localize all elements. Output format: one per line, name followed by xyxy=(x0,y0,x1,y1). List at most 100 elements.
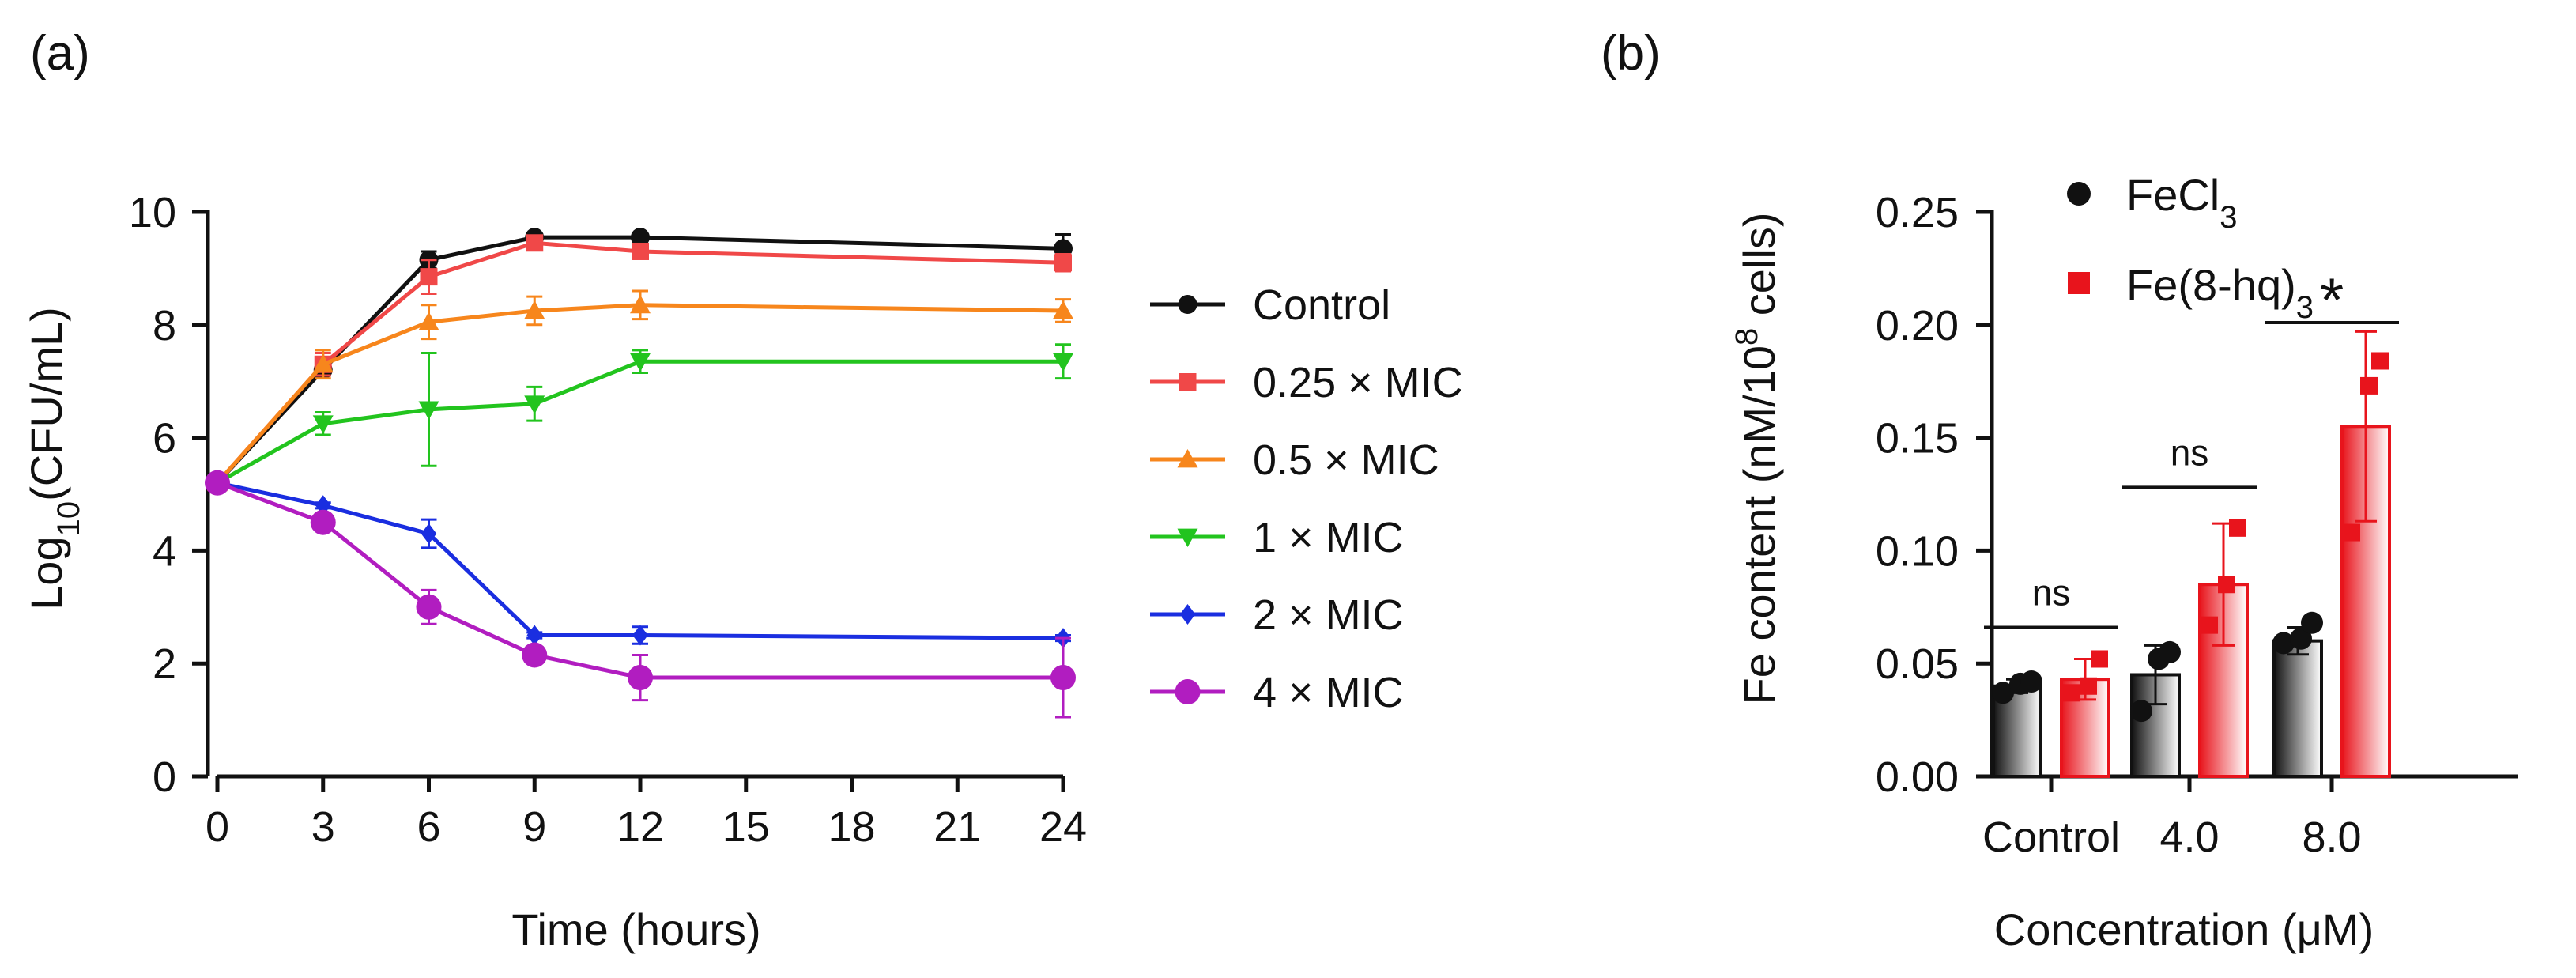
data-point-0-25-mic-12 xyxy=(632,242,649,260)
data-point-fe-8-hq-3-control-0 xyxy=(2062,684,2080,702)
data-point-2-mic-9 xyxy=(526,625,542,646)
legend-marker-control xyxy=(1178,295,1197,314)
legend-label-control: Control xyxy=(1253,281,1390,329)
bar-fecl3-4-0 xyxy=(2130,673,2181,778)
panel-b-bars: ns ns * xyxy=(1984,265,2399,779)
y-tick-label-0: 0 xyxy=(153,753,176,801)
x-tick-label-3: 3 xyxy=(311,803,335,851)
legend-marker-0-5-mic xyxy=(1177,449,1198,468)
legend-marker-4-mic xyxy=(1175,679,1201,704)
x-tick-label-12: 12 xyxy=(617,803,664,851)
legend-label-2-mic: 2 × MIC xyxy=(1253,591,1404,639)
legend-marker-1-mic xyxy=(1177,528,1198,547)
data-point-4-mic-3 xyxy=(310,509,336,535)
bar-fecl3-8-0 xyxy=(2272,639,2323,779)
series-line-4-mic xyxy=(217,481,1063,680)
data-point-fe-8-hq-3-control-1 xyxy=(2080,677,2097,695)
data-point-1-mic-6 xyxy=(418,401,439,420)
legend-marker-fecl3 xyxy=(2067,182,2091,206)
data-point-2-mic-12 xyxy=(632,625,648,646)
legend-label-0-25-mic: 0.25 × MIC xyxy=(1253,359,1463,406)
y-tick-label-8: 8 xyxy=(153,302,176,349)
y-tick-label-4: 4 xyxy=(153,527,176,575)
data-point-0-5-mic-12 xyxy=(630,294,651,314)
legend-label-fe8hq3: Fe(8-hq)3 xyxy=(2126,260,2314,325)
legend-label-fecl3: FeCl3 xyxy=(2126,170,2237,235)
data-point-fecl3-control-2 xyxy=(2020,670,2042,693)
data-point-fe-8-hq-3-4-0-1 xyxy=(2218,576,2235,594)
legend-label-0-5-mic: 0.5 × MIC xyxy=(1253,436,1439,484)
data-point-1-mic-3 xyxy=(312,415,334,434)
data-point-4-mic-24 xyxy=(1050,665,1076,691)
data-point-fe-8-hq-3-8-0-1 xyxy=(2360,376,2378,395)
y-tick-label-0.15: 0.15 xyxy=(1876,415,1959,463)
legend-marker-fe8hq3 xyxy=(2068,272,2090,294)
y-tick-label-0.20: 0.20 xyxy=(1876,302,1959,349)
legend-marker-0-25-mic xyxy=(1179,373,1197,391)
data-point-fecl3-control-0 xyxy=(1992,682,2014,704)
data-point-4-mic-0 xyxy=(205,470,230,496)
errorbar-fe-8-hq-3-8-0 xyxy=(2355,330,2377,523)
x-tick-label-4-0: 4.0 xyxy=(2159,814,2219,861)
panel-a-y-axis-label: Log10(CFU/mL) xyxy=(21,307,86,610)
y-tick-label-6: 6 xyxy=(153,415,176,463)
series-line-0-5-mic xyxy=(216,303,1064,485)
data-point-0-5-mic-9 xyxy=(524,300,545,319)
data-point-fecl3-4-0-2 xyxy=(2159,640,2181,663)
data-point-fecl3-8-0-1 xyxy=(2290,627,2312,650)
legend-marker-2-mic xyxy=(1179,604,1196,625)
panel-b-x-axis-label: Concentration (μM) xyxy=(1994,904,2374,954)
y-tick-label-0.25: 0.25 xyxy=(1876,189,1959,236)
x-tick-label-9: 9 xyxy=(522,803,546,851)
panel-b-y-axis-label: Fe content (nM/108 cells) xyxy=(1729,213,1784,705)
panel-b-legend: FeCl3 Fe(8-hq)3 xyxy=(2067,170,2314,325)
data-point-fe-8-hq-3-4-0-0 xyxy=(2201,616,2218,634)
y-tick-label-0.05: 0.05 xyxy=(1876,640,1959,688)
data-point-fe-8-hq-3-8-0-2 xyxy=(2371,352,2389,370)
x-tick-label-15: 15 xyxy=(722,803,770,851)
y-tick-label-0.00: 0.00 xyxy=(1876,753,1959,801)
data-point-2-mic-6 xyxy=(421,523,437,544)
legend-label-4-mic: 4 × MIC xyxy=(1253,669,1404,716)
data-point-0-25-mic-6 xyxy=(420,268,438,286)
significance-label-control: ns xyxy=(2032,572,2071,614)
data-point-fecl3-4-0-0 xyxy=(2130,700,2152,723)
x-tick-label-control: Control xyxy=(1982,814,2120,861)
data-point-4-mic-6 xyxy=(416,594,442,620)
data-point-fecl3-8-0-0 xyxy=(2272,632,2295,655)
x-tick-label-24: 24 xyxy=(1039,803,1087,851)
series-line-2-mic xyxy=(217,481,1064,640)
data-point-4-mic-9 xyxy=(522,642,548,668)
data-point-4-mic-12 xyxy=(628,665,653,691)
series-line-1-mic xyxy=(216,359,1063,485)
data-point-fecl3-8-0-2 xyxy=(2301,611,2323,634)
x-tick-label-0: 0 xyxy=(206,803,229,851)
data-point-fe-8-hq-3-control-2 xyxy=(2091,650,2108,668)
y-tick-label-0.10: 0.10 xyxy=(1876,527,1959,575)
significance-label-8-0: * xyxy=(2320,265,2344,334)
data-point-1-mic-12 xyxy=(630,353,651,372)
x-tick-label-21: 21 xyxy=(933,803,981,851)
x-tick-label-18: 18 xyxy=(828,803,875,851)
data-point-1-mic-9 xyxy=(524,395,545,414)
significance-label-4-0: ns xyxy=(2171,432,2209,473)
legend-label-1-mic: 1 × MIC xyxy=(1253,514,1404,561)
panel-b-axes: 0.00 0.05 0.10 0.15 0.20 0.25 Control 4.0 8.0 xyxy=(1876,189,2518,861)
data-point-control-12 xyxy=(631,228,650,247)
panel-b-label: (b) xyxy=(1601,26,1661,81)
panel-a-x-axis-label: Time (hours) xyxy=(511,904,760,954)
data-point-0-25-mic-24 xyxy=(1054,254,1072,272)
data-point-0-5-mic-6 xyxy=(418,312,439,330)
data-point-0-5-mic-24 xyxy=(1053,300,1073,319)
data-point-0-25-mic-9 xyxy=(526,234,544,252)
series-line-control xyxy=(216,235,1064,485)
panel-a-label: (a) xyxy=(30,26,90,81)
panel-a-legend: Control 0.25 × MIC 0.5 × MIC 1 × MIC 2 × MIC… xyxy=(1150,281,1463,716)
data-point-fe-8-hq-3-8-0-0 xyxy=(2343,523,2360,542)
panel-a-series xyxy=(205,228,1076,719)
data-point-1-mic-24 xyxy=(1053,353,1073,372)
y-tick-label-2: 2 xyxy=(153,640,176,688)
data-point-fe-8-hq-3-4-0-2 xyxy=(2229,519,2246,537)
